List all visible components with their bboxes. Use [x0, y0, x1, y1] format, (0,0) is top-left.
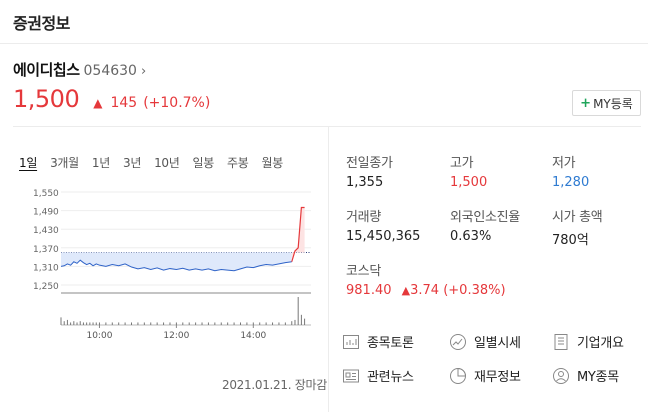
plus-icon: +	[580, 95, 592, 111]
widget-title: 증권정보	[13, 14, 70, 33]
link-label: 종목토론	[367, 336, 414, 351]
add-to-my-label: MY등록	[593, 96, 633, 111]
tab-monthly-candle[interactable]: 월봉	[261, 156, 283, 170]
stat-high: 고가 1,500	[450, 152, 487, 190]
price-line-below	[60, 259, 292, 272]
kosdaq-change: 3.74	[410, 283, 440, 298]
company-overview-icon	[552, 333, 570, 351]
stat-kosdaq: 코스닥 981.40 ▲3.74 (+0.38%)	[346, 260, 506, 298]
price-area-above	[291, 207, 305, 262]
up-arrow-icon: ▲	[401, 284, 411, 297]
stat-prev-close: 전일종가 1,355	[346, 152, 393, 190]
link-finance[interactable]: 재무정보	[449, 366, 521, 385]
tab-3months[interactable]: 3개월	[50, 156, 79, 170]
price-change: 145	[110, 95, 138, 111]
tab-1year[interactable]: 1년	[91, 156, 110, 170]
x-tick-label: 10:00	[86, 331, 112, 340]
y-tick-label: 1,550	[33, 189, 59, 199]
y-tick-label: 1,310	[33, 263, 59, 273]
stat-label: 코스닥	[346, 264, 381, 279]
up-arrow-icon: ▲	[93, 96, 103, 110]
stat-value: 1,280	[552, 175, 590, 190]
divider	[328, 127, 329, 412]
kosdaq-change-percent: (+0.38%)	[443, 283, 506, 298]
tab-daily-candle[interactable]: 일봉	[192, 156, 214, 170]
chevron-right-icon[interactable]: ›	[140, 64, 147, 79]
widget-header: 증권정보	[0, 0, 648, 44]
stat-label: 거래량	[346, 210, 381, 225]
stock-name-link[interactable]: 에이디칩스 054630 ›	[13, 59, 146, 80]
link-daily-price[interactable]: 일별시세	[449, 332, 521, 351]
y-tick-label: 1,490	[33, 208, 59, 218]
stat-label: 시가 총액	[552, 210, 603, 225]
stat-foreign-ratio: 외국인소진율 0.63%	[450, 206, 520, 244]
stat-label: 외국인소진율	[450, 210, 520, 225]
stat-value: 780억	[552, 233, 589, 248]
stat-volume: 거래량 15,450,365	[346, 206, 420, 244]
stat-label: 저가	[552, 156, 576, 171]
link-discussion[interactable]: 종목토론	[342, 332, 414, 351]
stock-name[interactable]: 에이디칩스	[13, 61, 80, 79]
intraday-price-chart[interactable]: 1,550 1,490 1,430 1,370 1,310 1,250 10:00 12:00…	[0, 180, 328, 340]
tab-weekly-candle[interactable]: 주봉	[226, 156, 249, 170]
kosdaq-value: 981.40	[346, 283, 392, 298]
stat-value: 1,355	[346, 175, 384, 190]
news-icon	[342, 367, 360, 385]
stat-value: 15,450,365	[346, 229, 421, 244]
discussion-icon	[342, 333, 360, 351]
y-tick-label: 1,370	[33, 245, 59, 255]
x-tick-label: 12:00	[163, 331, 189, 340]
y-tick-label: 1,250	[33, 282, 59, 292]
price-row: 1,500 ▲ 145 (+10.7%)	[13, 85, 210, 113]
link-label: 관련뉴스	[367, 370, 414, 385]
stat-value: 981.40 ▲3.74 (+0.38%)	[346, 283, 506, 298]
add-to-my-button[interactable]: + MY등록	[572, 90, 641, 116]
divider	[13, 126, 641, 127]
daily-price-icon	[449, 333, 467, 351]
finance-pie-icon	[449, 367, 467, 385]
y-tick-label: 1,430	[33, 226, 59, 236]
tab-3years[interactable]: 3년	[122, 156, 142, 170]
price-area-below	[61, 252, 292, 271]
period-tabs: 1일 3개월 1년 3년 10년 일봉 주봉 월봉	[19, 154, 296, 171]
price-change-percent: (+10.7%)	[143, 95, 211, 111]
tab-1day[interactable]: 1일	[19, 156, 38, 170]
stat-value: 0.63%	[450, 229, 492, 244]
stock-code[interactable]: 054630	[83, 63, 137, 79]
user-icon	[552, 367, 570, 385]
link-label: 일별시세	[474, 336, 521, 351]
link-company-overview[interactable]: 기업개요	[552, 332, 624, 351]
link-label: 기업개요	[577, 336, 624, 351]
market-close-note: 2021.01.21. 장마감	[222, 378, 327, 392]
link-label: 재무정보	[474, 370, 521, 385]
link-label: MY종목	[577, 370, 619, 385]
x-tick-label: 14:00	[240, 331, 266, 340]
price-line-above	[291, 206, 305, 262]
link-my-stocks[interactable]: MY종목	[552, 366, 619, 385]
stat-market-cap: 시가 총액 780억	[552, 206, 603, 248]
tab-10years[interactable]: 10년	[154, 156, 180, 170]
stat-low: 저가 1,280	[552, 152, 589, 190]
stat-label: 전일종가	[346, 156, 393, 171]
current-price: 1,500	[13, 85, 80, 113]
stat-value: 1,500	[450, 175, 488, 190]
stat-label: 고가	[450, 156, 474, 171]
link-news[interactable]: 관련뉴스	[342, 366, 414, 385]
